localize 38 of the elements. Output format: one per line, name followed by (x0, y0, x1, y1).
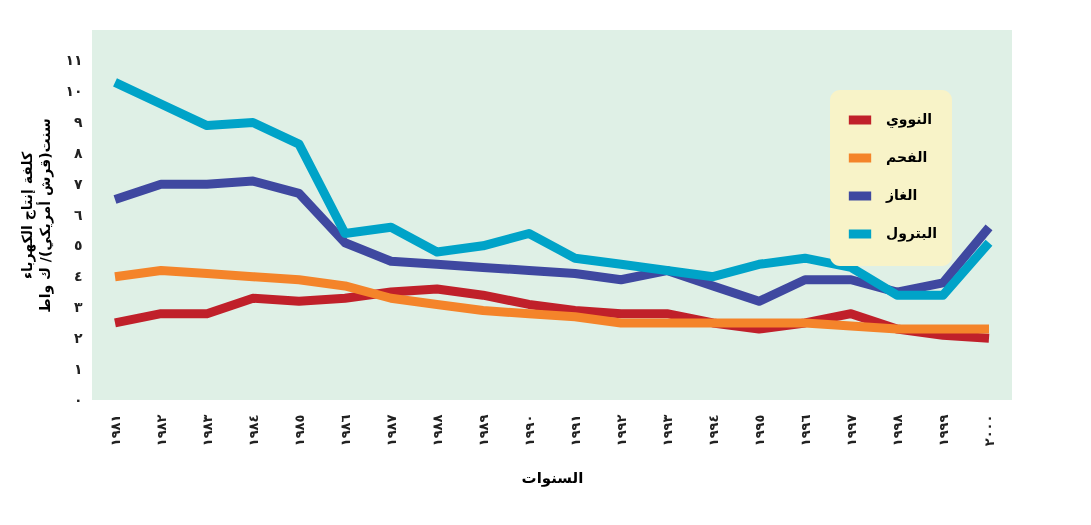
y-tick-label: ٢ (73, 329, 83, 346)
x-tick-label: ١٩٩٤ (705, 414, 721, 447)
x-tick-label: ١٩٩٥ (751, 414, 767, 447)
legend-label: النووي (886, 111, 933, 129)
x-tick-label: ١٩٩١ (567, 414, 583, 447)
x-tick-label: ١٩٩٩ (935, 414, 951, 447)
x-tick-label: ١٩٨٢ (153, 414, 169, 447)
y-tick-label: ٥ (73, 237, 83, 254)
x-tick-label: ١٩٨١ (107, 414, 123, 447)
y-tick-label: ٦ (73, 206, 83, 223)
x-tick-label: ١٩٩٨ (889, 414, 905, 447)
y-tick-label: ٣ (73, 299, 83, 315)
x-tick-label: ٢٠٠٠ (981, 414, 997, 447)
x-tick-label: ١٩٨٦ (337, 414, 353, 447)
x-tick-label: ١٩٨٣ (199, 414, 215, 447)
x-tick-label: ١٩٩٦ (797, 414, 813, 447)
x-axis-title: السنوات (521, 469, 584, 488)
y-tick-label: ٧ (73, 175, 83, 192)
x-tick-label: ١٩٩٣ (659, 414, 675, 447)
x-tick-label: ١٩٨٨ (429, 414, 445, 447)
x-tick-label: ١٩٩٢ (613, 414, 629, 447)
y-tick-label: ٤ (73, 268, 83, 285)
y-tick-label: ١٠ (65, 83, 83, 100)
legend-label: الفحم (886, 149, 928, 165)
y-tick-label: ٩ (73, 114, 83, 130)
y-tick-label: ٨ (73, 144, 83, 161)
x-tick-label: ١٩٨٩ (475, 414, 491, 447)
y-tick-label: ١١ (65, 52, 83, 69)
x-tick-label: ١٩٨٧ (383, 414, 399, 447)
x-tick-label: ١٩٩٠ (521, 414, 537, 447)
x-tick-label: ١٩٩٧ (843, 414, 859, 447)
legend-label: البترول (886, 225, 938, 242)
x-tick-label: ١٩٨٤ (245, 414, 261, 447)
legend-label: الغاز (885, 187, 918, 203)
y-axis-title: كلفة إنتاج الكهرباء سنت(قرش أمريكي)/ ك واط (19, 118, 55, 313)
y-tick-label: ٠ (73, 391, 83, 408)
x-tick-label: ١٩٨٥ (291, 414, 307, 447)
y-tick-label: ١ (73, 360, 83, 377)
